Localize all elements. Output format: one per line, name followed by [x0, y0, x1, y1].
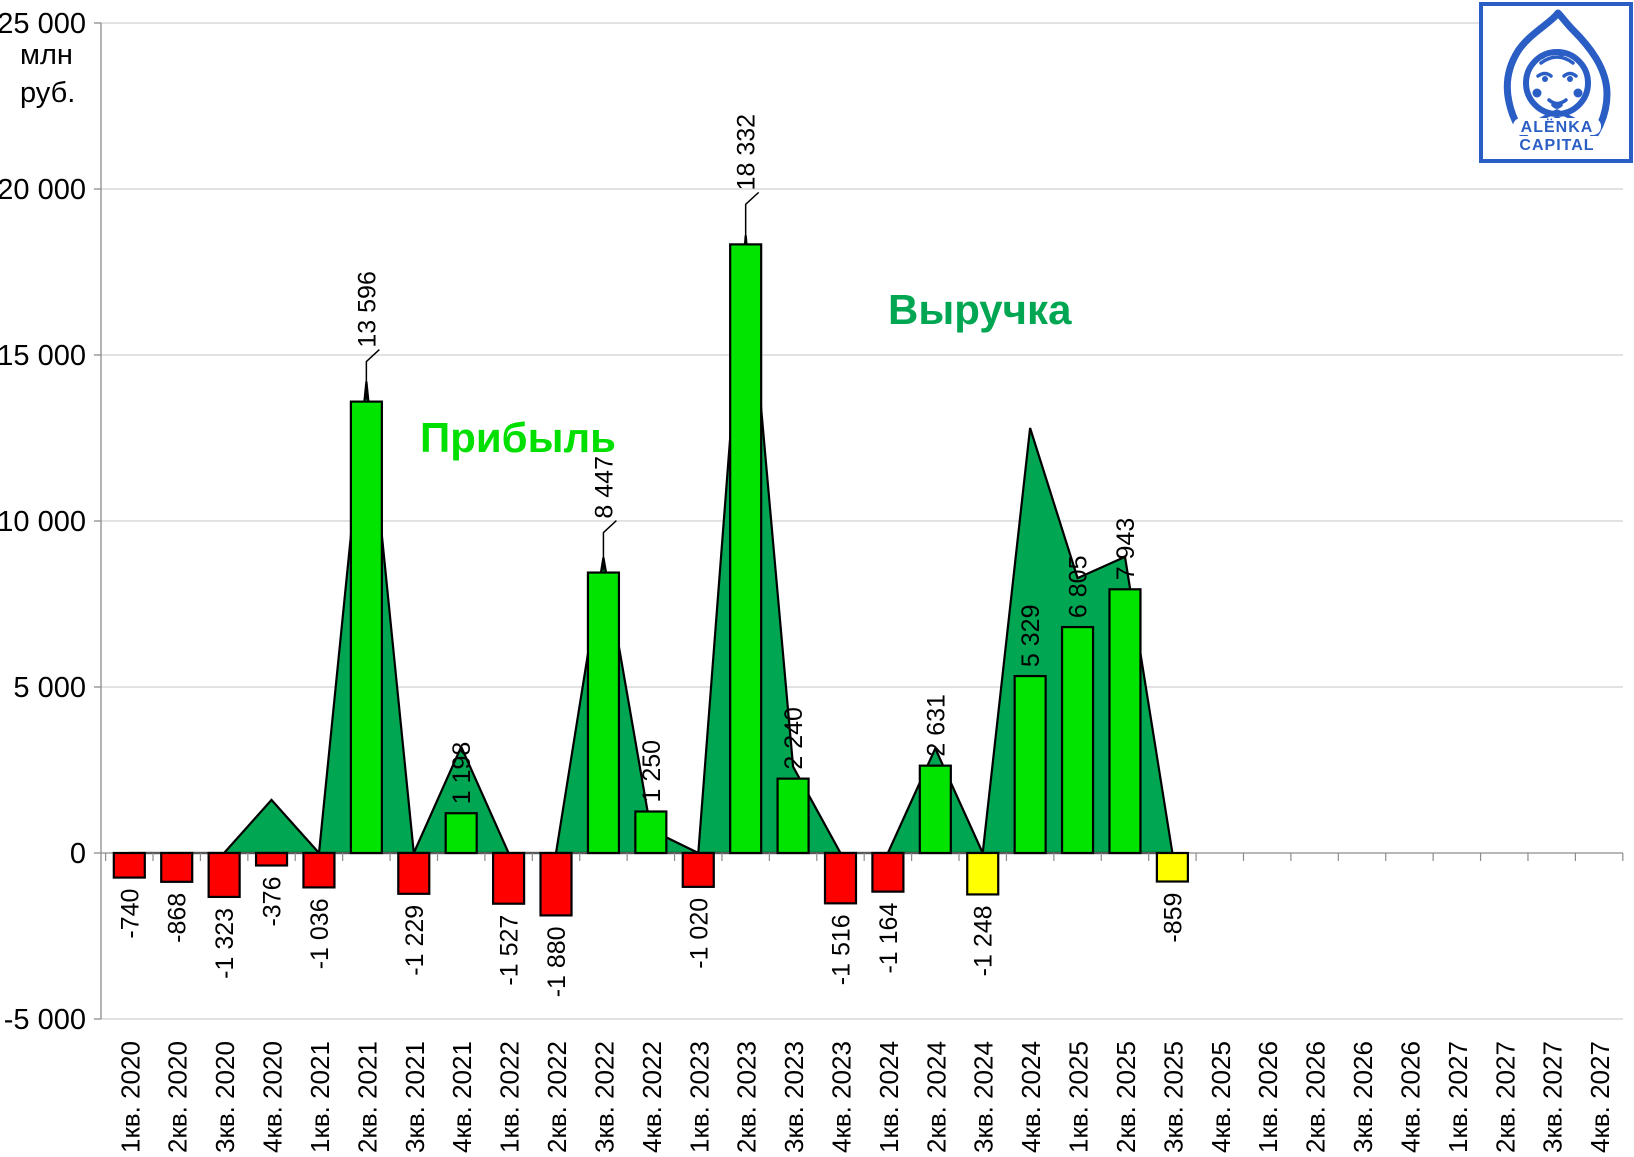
- x-tick-label: 1кв. 2025: [1064, 1041, 1094, 1153]
- x-tick-label: 1кв. 2026: [1253, 1041, 1283, 1153]
- x-tick-label: 1кв. 2022: [495, 1041, 525, 1153]
- matryoshka-icon: ALЁNKA CAPITAL: [1503, 9, 1611, 154]
- y-axis-unit-label: руб.: [20, 77, 75, 109]
- bar-value-label: 8 447: [590, 456, 618, 519]
- bar-value-label: -1 229: [401, 905, 429, 976]
- bar-value-label: 1 198: [448, 742, 476, 805]
- bar-value-label: -740: [116, 889, 144, 939]
- x-tick-label: 2кв. 2027: [1490, 1041, 1520, 1153]
- x-tick-label: 2кв. 2020: [163, 1041, 193, 1153]
- loss-bar: [1155, 851, 1189, 883]
- loss-bar: [207, 851, 241, 899]
- series-label-выручка: Выручка: [888, 286, 1072, 333]
- x-tick-label: 4кв. 2020: [258, 1041, 288, 1153]
- loss-bar: [397, 851, 431, 895]
- loss-bar: [539, 851, 573, 917]
- x-tick-label: 3кв. 2021: [400, 1041, 430, 1153]
- y-tick-label: 20 000: [0, 174, 86, 206]
- profit-bar: [1013, 674, 1047, 855]
- loss-bar: [966, 851, 1000, 896]
- y-axis-unit-label: млн: [20, 39, 73, 71]
- profit-bar: [444, 812, 478, 855]
- x-tick-label: 1кв. 2021: [305, 1041, 335, 1153]
- profit-bar: [1060, 625, 1095, 855]
- y-tick-label: -5 000: [4, 1004, 86, 1036]
- profit-bar: [634, 810, 668, 855]
- loss-bar: [823, 851, 858, 905]
- profit-bar: [918, 764, 952, 855]
- bar-value-label: 13 596: [353, 271, 381, 347]
- label-leader-line: [602, 520, 617, 571]
- profit-bar: [776, 777, 810, 855]
- bar-value-label: -1 248: [970, 905, 998, 976]
- y-tick-label: 0: [70, 838, 86, 870]
- bar-value-label: -868: [164, 893, 192, 943]
- bar-value-label: -1 323: [211, 908, 239, 979]
- bar-value-label: 5 329: [1017, 605, 1045, 668]
- loss-bar: [302, 851, 336, 889]
- loss-bar: [871, 851, 905, 893]
- alenka-capital-logo: ALЁNKA CAPITAL: [1479, 2, 1633, 163]
- x-tick-label: 2кв. 2021: [352, 1041, 382, 1153]
- bar-value-label: 2 240: [780, 707, 808, 770]
- x-tick-label: 4кв. 2025: [1206, 1041, 1236, 1153]
- profit-bar: [586, 571, 621, 855]
- x-tick-label: 3кв. 2027: [1538, 1041, 1568, 1153]
- bar-value-label: -1 020: [685, 898, 713, 969]
- loss-bar: [112, 851, 146, 879]
- x-tick-label: 4кв. 2024: [1016, 1041, 1046, 1153]
- revenue-area: [129, 235, 1174, 858]
- label-leader-line: [365, 349, 380, 400]
- bar-value-label: -1 036: [306, 898, 334, 969]
- x-tick-label: 3кв. 2024: [969, 1041, 999, 1153]
- label-leader-line: [744, 191, 760, 243]
- x-tick-label: 2кв. 2024: [921, 1041, 951, 1153]
- profit-bar: [1108, 588, 1142, 855]
- bar-value-label: 2 631: [922, 694, 950, 757]
- x-tick-label: 3кв. 2025: [1158, 1041, 1188, 1153]
- x-tick-label: 1кв. 2020: [115, 1041, 145, 1153]
- x-tick-label: 2кв. 2023: [732, 1041, 762, 1153]
- x-tick-label: 4кв. 2027: [1585, 1041, 1615, 1153]
- x-tick-label: 2кв. 2026: [1301, 1041, 1331, 1153]
- loss-bar: [492, 851, 526, 905]
- bar-value-label: 1 250: [638, 740, 666, 803]
- x-tick-label: 3кв. 2026: [1348, 1041, 1378, 1153]
- y-tick-label: 15 000: [0, 340, 86, 372]
- x-tick-label: 4кв. 2022: [637, 1041, 667, 1153]
- bar-value-label: 7 943: [1112, 518, 1140, 581]
- x-tick-label: 4кв. 2026: [1395, 1041, 1425, 1153]
- x-tick-label: 1кв. 2024: [874, 1041, 904, 1153]
- x-tick-label: 3кв. 2020: [210, 1041, 240, 1153]
- bar-value-label: -1 516: [827, 914, 855, 985]
- bar-value-label: -1 527: [496, 915, 524, 986]
- bar-value-label: -1 880: [543, 926, 571, 997]
- y-tick-label: 5 000: [13, 672, 86, 704]
- y-tick-label: 25 000: [0, 8, 86, 40]
- x-tick-label: 4кв. 2023: [826, 1041, 856, 1153]
- bar-value-label: -376: [259, 876, 287, 926]
- series-label-прибыль: Прибыль: [420, 414, 616, 461]
- bar-value-label: 18 332: [733, 114, 761, 190]
- bar-value-label: -859: [1159, 893, 1187, 943]
- x-tick-label: 3кв. 2022: [589, 1041, 619, 1153]
- loss-bar: [254, 851, 289, 867]
- loss-bar: [160, 851, 194, 883]
- x-tick-label: 4кв. 2021: [447, 1041, 477, 1153]
- y-tick-label: 10 000: [0, 506, 86, 538]
- profit-bar: [729, 243, 763, 855]
- x-tick-label: 3кв. 2023: [779, 1041, 809, 1153]
- bar-value-label: 6 805: [1065, 556, 1093, 619]
- logo-line2: CAPITAL: [1519, 137, 1594, 154]
- loss-bar: [681, 851, 715, 888]
- bar-value-label: -1 164: [875, 903, 903, 974]
- x-tick-label: 1кв. 2027: [1443, 1041, 1473, 1153]
- logo-line1: ALЁNKA: [1521, 118, 1594, 136]
- profit-bar: [349, 400, 383, 855]
- x-tick-label: 1кв. 2023: [684, 1041, 714, 1153]
- x-tick-label: 2кв. 2025: [1111, 1041, 1141, 1153]
- x-tick-label: 2кв. 2022: [542, 1041, 572, 1153]
